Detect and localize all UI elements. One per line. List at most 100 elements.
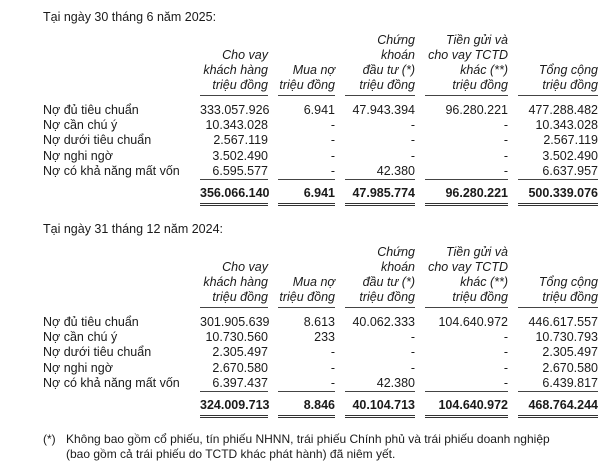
- column-header-line: triệu đồng: [279, 78, 335, 92]
- column-header-line: triệu đồng: [542, 78, 598, 92]
- subtotal-rule: [518, 179, 598, 180]
- total-value: 104.640.972: [438, 398, 508, 412]
- column-header: Chứng khoán đầu tư (*) triệu đồng: [345, 33, 415, 96]
- column-header-line: triệu đồng: [452, 78, 508, 92]
- column-header-line: đầu tư (*): [362, 63, 415, 77]
- total-value: 356.066.140: [200, 186, 270, 200]
- footnote-marker: (*): [43, 432, 56, 446]
- cell-value: -: [503, 163, 508, 178]
- total-double-rule: [425, 415, 508, 418]
- cell-value: 6.397.437: [212, 375, 268, 390]
- cell-value: 10.343.028: [535, 118, 598, 133]
- cell-value: 42.380: [376, 163, 415, 178]
- cell-value: -: [410, 345, 415, 360]
- cell-value: 6.439.817: [542, 375, 598, 390]
- total-value: 47.985.774: [352, 186, 415, 200]
- total-double-rule: [278, 203, 335, 206]
- cell-value: -: [503, 330, 508, 345]
- cell-value: 233: [314, 330, 335, 345]
- total-double-rule: [200, 415, 268, 418]
- column-header-line: triệu đồng: [452, 290, 508, 304]
- column-header-line: triệu đồng: [359, 78, 415, 92]
- row-label: Nợ có khả năng mất vốn: [43, 375, 180, 390]
- column-header-line: Tổng cộng: [538, 63, 598, 77]
- cell-value: 2.670.580: [542, 360, 598, 375]
- row-label: Nợ dưới tiêu chuẩn: [43, 345, 152, 360]
- footnote-line-2: (bao gồm cả trái phiếu do TCTD khác phát…: [66, 447, 396, 461]
- subtotal-rule: [345, 391, 415, 392]
- column-header-line: triệu đồng: [359, 290, 415, 304]
- total-double-rule: [345, 415, 415, 418]
- row-label: Nợ cần chú ý: [43, 118, 118, 133]
- cell-value: 8.613: [303, 315, 335, 329]
- cell-value: 6.637.957: [542, 163, 598, 178]
- subtotal-rule: [345, 179, 415, 180]
- cell-value: 10.730.793: [535, 330, 598, 345]
- cell-value: -: [503, 133, 508, 148]
- row-label: Nợ đủ tiêu chuẩn: [43, 315, 139, 329]
- cell-value: -: [410, 133, 415, 148]
- column-header: Cho vay khách hàng triệu đồng: [200, 260, 268, 308]
- cell-value: 6.595.577: [212, 163, 268, 178]
- cell-value: 301.905.639: [200, 315, 270, 329]
- column-header-line: Tổng cộng: [538, 275, 598, 289]
- cell-value: 40.062.333: [352, 315, 415, 329]
- column-header: Chứng khoán đầu tư (*) triệu đồng: [345, 245, 415, 308]
- column-header-line: triệu đồng: [212, 78, 268, 92]
- total-value: 6.941: [303, 186, 335, 200]
- cell-value: 6.941: [303, 103, 335, 117]
- cell-value: 2.567.119: [543, 133, 598, 148]
- row-label: Nợ dưới tiêu chuẩn: [43, 133, 152, 148]
- cell-value: -: [330, 148, 335, 163]
- row-label: Nợ nghi ngờ: [43, 360, 113, 375]
- cell-value: 2.670.580: [212, 360, 268, 375]
- column-header: Tổng cộng triệu đồng: [518, 275, 598, 308]
- total-value: 8.846: [303, 398, 335, 412]
- cell-value: -: [330, 375, 335, 390]
- cell-value: 47.943.394: [352, 103, 415, 117]
- column-header-line: Mua nợ: [292, 63, 335, 77]
- total-value: 40.104.713: [352, 398, 415, 412]
- column-header-line: triệu đồng: [279, 290, 335, 304]
- column-header-line: khách hàng: [203, 275, 268, 289]
- total-double-rule: [278, 415, 335, 418]
- cell-value: -: [330, 133, 335, 148]
- column-header: Mua nợ triệu đồng: [278, 63, 335, 96]
- subtotal-rule: [425, 391, 508, 392]
- column-header-line: Cho vay: [222, 48, 268, 62]
- column-header: Cho vay khách hàng triệu đồng: [200, 48, 268, 96]
- cell-value: -: [503, 360, 508, 375]
- total-double-rule: [425, 203, 508, 206]
- column-header-line: khoán: [380, 260, 415, 274]
- column-header: Tiền gửi và cho vay TCTD khác (**) triệu đồ…: [425, 245, 508, 308]
- column-header-line: khác (**): [460, 63, 508, 77]
- cell-value: -: [503, 375, 508, 390]
- column-header-line: triệu đồng: [542, 290, 598, 304]
- subtotal-rule: [278, 179, 335, 180]
- column-header-line: đầu tư (*): [362, 275, 415, 289]
- row-label: Nợ cần chú ý: [43, 330, 118, 345]
- total-double-rule: [345, 203, 415, 206]
- total-value: 324.009.713: [200, 398, 270, 412]
- section-title: Tại ngày 31 tháng 12 năm 2024:: [43, 222, 223, 236]
- cell-value: -: [503, 118, 508, 133]
- column-header-line: Chứng: [377, 33, 415, 47]
- cell-value: 3.502.490: [542, 148, 598, 163]
- column-header-line: khách hàng: [203, 63, 268, 77]
- column-header: Mua nợ triệu đồng: [278, 275, 335, 308]
- cell-value: 3.502.490: [212, 148, 268, 163]
- cell-value: 333.057.926: [200, 103, 270, 117]
- cell-value: 42.380: [376, 375, 415, 390]
- total-value: 96.280.221: [445, 186, 508, 200]
- cell-value: -: [503, 345, 508, 360]
- column-header-line: Mua nợ: [292, 275, 335, 289]
- total-value: 500.339.076: [528, 186, 598, 200]
- total-double-rule: [518, 415, 598, 418]
- column-header-line: cho vay TCTD: [428, 48, 508, 62]
- cell-value: 2.305.497: [542, 345, 598, 360]
- total-double-rule: [518, 203, 598, 206]
- row-label: Nợ nghi ngờ: [43, 148, 113, 163]
- column-header-line: Cho vay: [222, 260, 268, 274]
- cell-value: -: [330, 163, 335, 178]
